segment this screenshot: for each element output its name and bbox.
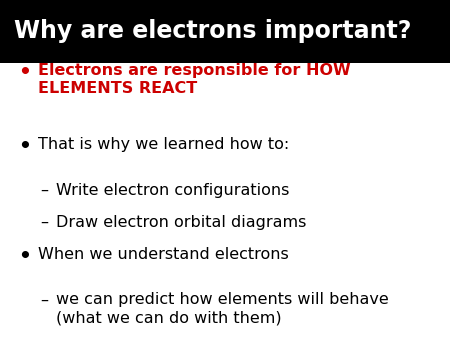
Text: –: – bbox=[40, 292, 49, 307]
Text: Write electron configurations: Write electron configurations bbox=[56, 183, 290, 197]
Text: Electrons are responsible for HOW
ELEMENTS REACT: Electrons are responsible for HOW ELEMEN… bbox=[38, 63, 351, 96]
Text: That is why we learned how to:: That is why we learned how to: bbox=[38, 137, 289, 152]
Text: •: • bbox=[18, 137, 31, 156]
Text: –: – bbox=[40, 215, 49, 230]
Text: Draw electron orbital diagrams: Draw electron orbital diagrams bbox=[56, 215, 306, 230]
Text: we can predict how elements will behave
(what we can do with them): we can predict how elements will behave … bbox=[56, 292, 389, 326]
Text: When we understand electrons: When we understand electrons bbox=[38, 247, 289, 262]
Bar bbox=[0, 0, 450, 63]
Text: Why are electrons important?: Why are electrons important? bbox=[14, 19, 411, 43]
Text: •: • bbox=[18, 63, 31, 81]
Text: •: • bbox=[18, 247, 31, 266]
Text: –: – bbox=[40, 183, 49, 197]
